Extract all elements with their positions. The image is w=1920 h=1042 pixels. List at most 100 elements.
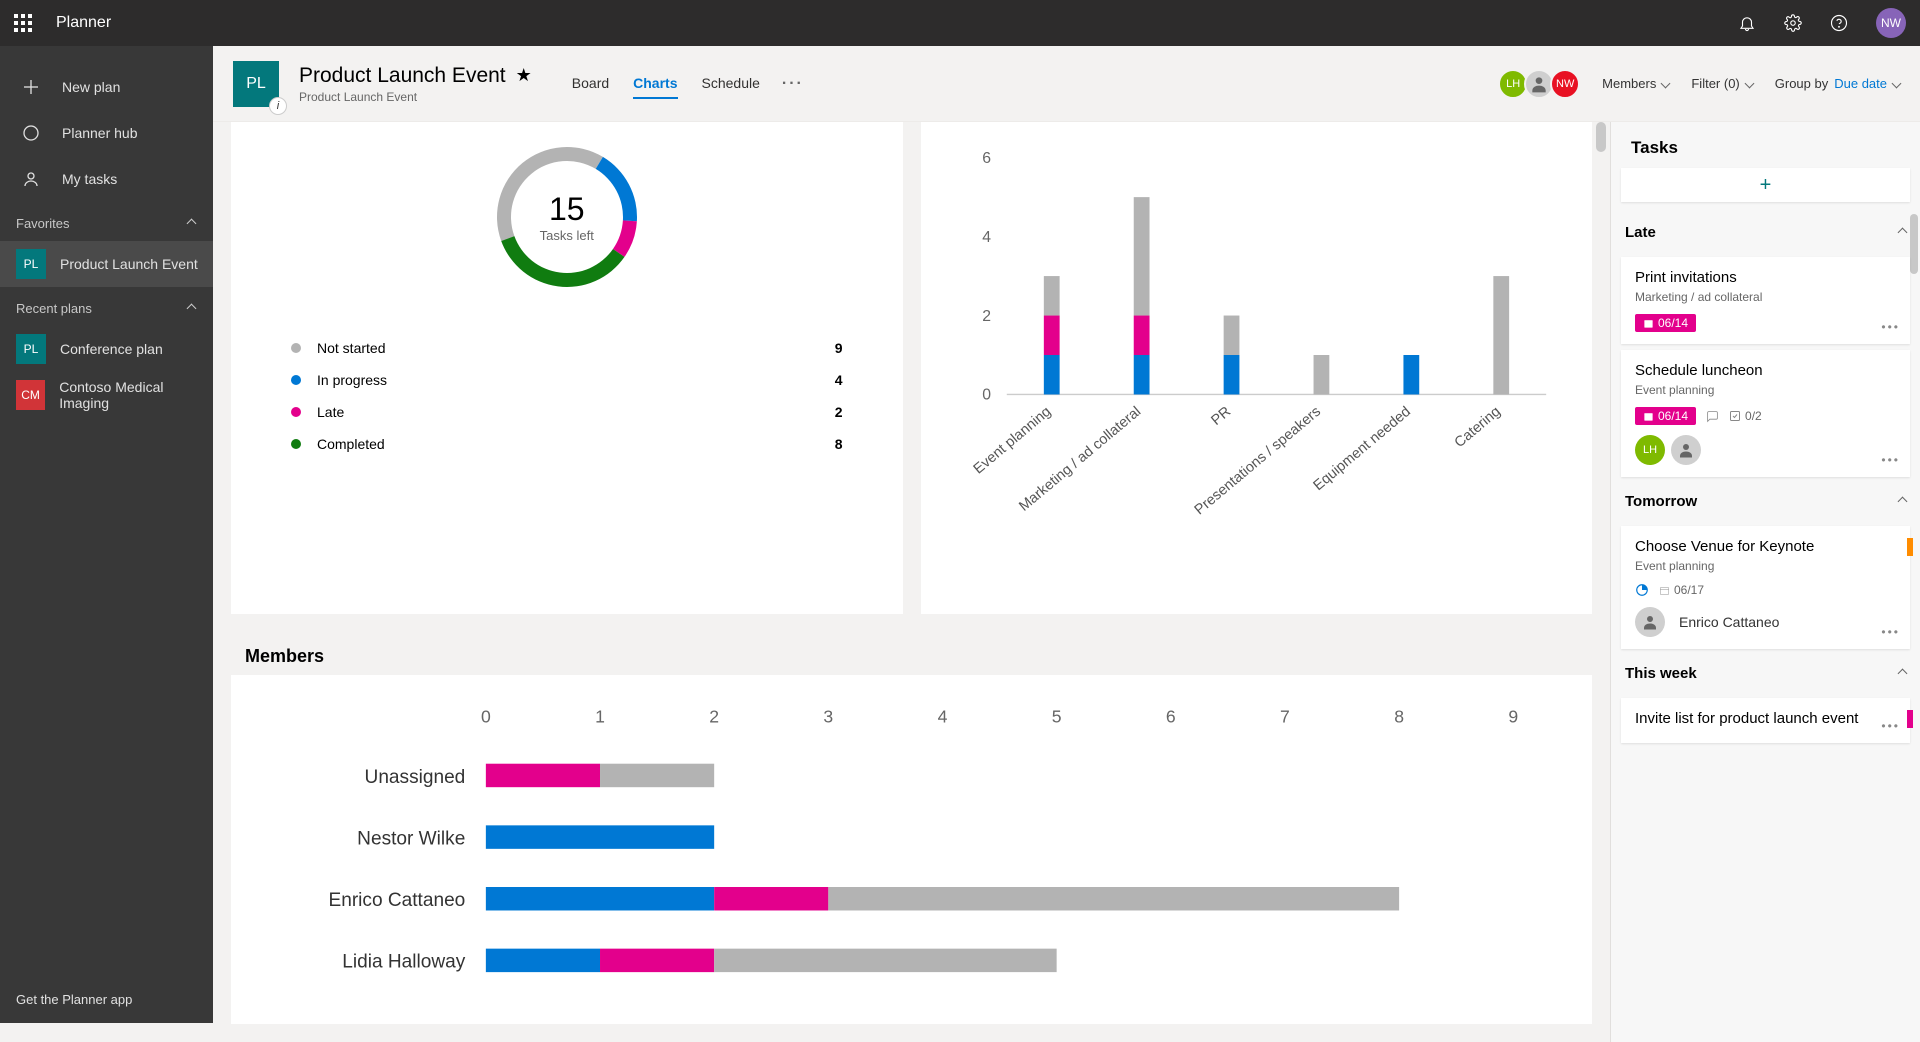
hub-icon <box>22 124 40 142</box>
task-group-header[interactable]: Late <box>1611 214 1920 251</box>
sidebar-item-new-plan[interactable]: New plan <box>0 64 213 110</box>
task-card[interactable]: Print invitations Marketing / ad collater… <box>1621 257 1910 344</box>
due-date: 06/17 <box>1659 583 1704 597</box>
current-user-avatar[interactable]: NW <box>1876 8 1906 38</box>
svg-text:Unassigned: Unassigned <box>365 767 466 788</box>
plus-icon <box>22 78 40 96</box>
members-bar-chart: 0123456789UnassignedNestor WilkeEnrico C… <box>251 705 1572 999</box>
task-title: Invite list for product launch event <box>1635 710 1896 727</box>
help-icon[interactable] <box>1830 14 1848 32</box>
sidebar-item-my-tasks[interactable]: My tasks <box>0 156 213 202</box>
sidebar-section-recent[interactable]: Recent plans <box>0 287 213 326</box>
task-card[interactable]: Invite list for product launch event••• <box>1621 698 1910 743</box>
chevron-up-icon <box>187 219 197 229</box>
tasks-left-donut-card: 15 Tasks left Not started9In progress4La… <box>231 122 903 614</box>
sidebar-label: My tasks <box>62 171 117 187</box>
task-card[interactable]: Schedule luncheonEvent planning06/140/2L… <box>1621 350 1910 477</box>
donut-legend: Not started9In progress4Late2Completed8 <box>251 332 883 460</box>
date-badge: 06/14 <box>1635 314 1696 332</box>
sidebar-label: Planner hub <box>62 125 138 141</box>
tab-charts[interactable]: Charts <box>633 69 677 99</box>
assignee-avatar[interactable] <box>1635 607 1665 637</box>
task-assignees: LH <box>1635 435 1896 465</box>
filter-dropdown[interactable]: Filter (0) <box>1691 76 1752 91</box>
plan-badge: PL i <box>233 61 279 107</box>
legend-dot <box>291 407 301 417</box>
task-group-header[interactable]: This week <box>1611 655 1920 692</box>
favorite-star-icon[interactable]: ★ <box>516 65 532 86</box>
legend-row: Completed8 <box>291 428 843 460</box>
plan-tile: PL <box>16 334 46 364</box>
svg-text:7: 7 <box>1280 707 1290 727</box>
sidebar-plan-item[interactable]: PLProduct Launch Event <box>0 241 213 287</box>
members-dropdown[interactable]: Members <box>1602 76 1669 91</box>
task-menu-icon[interactable]: ••• <box>1881 719 1900 733</box>
plan-tile: CM <box>16 380 45 410</box>
svg-text:2: 2 <box>709 707 719 727</box>
donut-total: 15 <box>549 191 585 228</box>
chevron-up-icon <box>1898 228 1908 238</box>
task-bucket: Event planning <box>1635 559 1896 573</box>
svg-text:Catering: Catering <box>1451 404 1503 451</box>
plan-header: PL i Product Launch Event ★ Product Laun… <box>213 46 1920 122</box>
svg-text:6: 6 <box>1166 707 1176 727</box>
svg-text:2: 2 <box>982 308 991 325</box>
more-actions-icon[interactable]: ··· <box>782 75 804 93</box>
info-icon[interactable]: i <box>269 97 287 115</box>
plan-label: Conference plan <box>60 341 163 357</box>
assignee-avatar[interactable]: LH <box>1635 435 1665 465</box>
chevron-down-icon <box>1661 79 1671 89</box>
app-name: Planner <box>56 14 111 32</box>
svg-text:6: 6 <box>982 150 991 167</box>
assignee-avatar[interactable] <box>1671 435 1701 465</box>
notifications-icon[interactable] <box>1738 14 1756 32</box>
task-menu-icon[interactable]: ••• <box>1881 453 1900 467</box>
task-menu-icon[interactable]: ••• <box>1881 320 1900 334</box>
sidebar-plan-item[interactable]: PL Conference plan <box>0 326 213 372</box>
sidebar-item-planner-hub[interactable]: Planner hub <box>0 110 213 156</box>
checklist-count: 0/2 <box>1729 409 1762 423</box>
tasks-pane-title: Tasks <box>1611 122 1920 168</box>
category-bar <box>1907 710 1913 728</box>
comment-icon <box>1706 410 1719 423</box>
plan-members-avatars[interactable]: LHNW <box>1502 69 1580 99</box>
legend-row: In progress4 <box>291 364 843 396</box>
chevron-up-icon <box>1898 497 1908 507</box>
task-bucket: Marketing / ad collateral <box>1635 290 1896 304</box>
task-menu-icon[interactable]: ••• <box>1881 625 1900 639</box>
plan-label: Contoso Medical Imaging <box>59 379 213 411</box>
sidebar-footer-link[interactable]: Get the Planner app <box>0 976 213 1023</box>
settings-icon[interactable] <box>1784 14 1802 32</box>
task-meta: 06/17 <box>1635 583 1896 597</box>
scrollbar-thumb[interactable] <box>1596 122 1606 152</box>
add-task-button[interactable]: + <box>1621 168 1910 202</box>
tab-schedule[interactable]: Schedule <box>702 69 760 99</box>
task-group-header[interactable]: Tomorrow <box>1611 483 1920 520</box>
tasks-pane: Tasks + Late Print invitations Marketing /… <box>1610 122 1920 1042</box>
groupby-dropdown[interactable]: Group by Due date <box>1775 76 1900 91</box>
plan-subtitle: Product Launch Event <box>299 90 532 104</box>
svg-text:0: 0 <box>481 707 491 727</box>
task-bucket: Event planning <box>1635 383 1896 397</box>
sidebar-plan-item[interactable]: CM Contoso Medical Imaging <box>0 372 213 418</box>
chevron-down-icon <box>1744 79 1754 89</box>
plan-label: Product Launch Event <box>60 256 198 272</box>
charts-column: 15 Tasks left Not started9In progress4La… <box>213 122 1610 1042</box>
progress-icon <box>1635 583 1649 597</box>
svg-text:4: 4 <box>982 229 991 246</box>
task-assignees: Enrico Cattaneo <box>1635 607 1896 637</box>
task-title: Print invitations <box>1635 269 1896 286</box>
sidebar-section-favorites[interactable]: Favorites <box>0 202 213 241</box>
svg-text:Equipment needed: Equipment needed <box>1310 404 1413 494</box>
bucket-bar-chart: 0246Event planningMarketing / ad collate… <box>941 142 1573 594</box>
chevron-down-icon <box>1892 79 1902 89</box>
legend-dot <box>291 375 301 385</box>
members-chart-card: 0123456789UnassignedNestor WilkeEnrico C… <box>231 675 1592 1024</box>
tab-board[interactable]: Board <box>572 69 609 99</box>
member-avatar[interactable]: NW <box>1550 69 1580 99</box>
members-section-title: Members <box>231 632 1592 675</box>
svg-text:PR: PR <box>1208 404 1234 429</box>
scrollbar-thumb[interactable] <box>1910 214 1918 274</box>
task-card[interactable]: Choose Venue for KeynoteEvent planning06… <box>1621 526 1910 649</box>
app-launcher-icon[interactable] <box>14 14 32 32</box>
